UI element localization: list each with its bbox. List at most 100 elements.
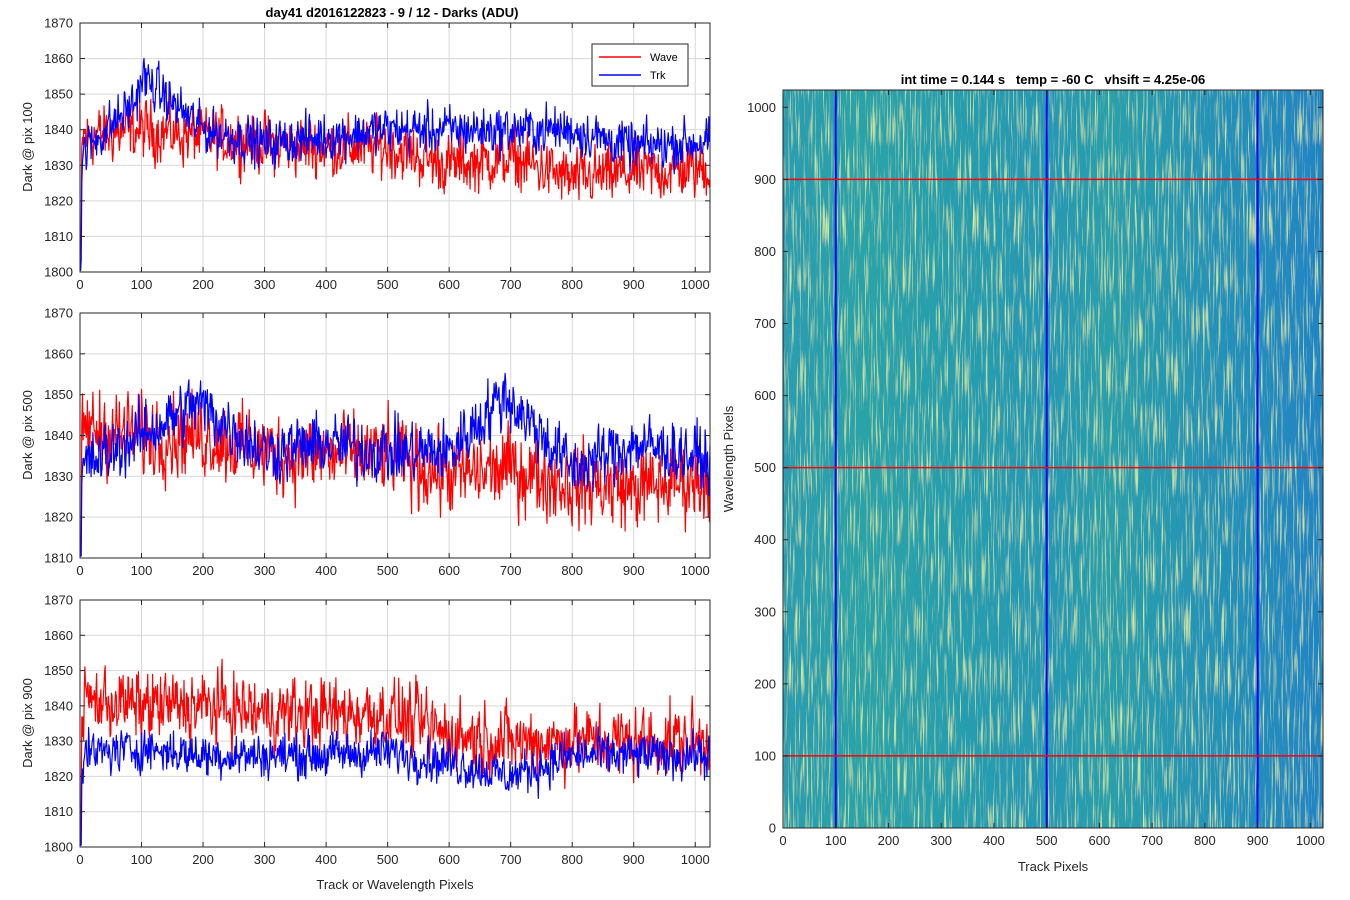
tick-marks [79,22,710,273]
x-tick-label: 900 [1247,833,1269,848]
y-tick-label: 1820 [44,769,73,784]
x-tick-label: 900 [623,563,645,578]
x-tick-label: 200 [192,563,214,578]
y-tick-label: 1860 [44,628,73,643]
legend-label-trk: Trk [650,70,666,82]
x-tick-label: 500 [1036,833,1058,848]
x-tick-label: 900 [623,852,645,867]
y-axis-label: Dark @ pix 900 [20,678,35,768]
y-tick-label: 1870 [44,593,73,608]
x-tick-label: 600 [438,852,460,867]
x-tick-label: 400 [983,833,1005,848]
legend: Wave Trk [591,43,689,87]
x-tick-label: 100 [131,277,153,292]
tick-labels: 0 100 200 300 400 500 600 700 800 900 1000 0 100 200 3… [747,100,1325,848]
y-tick-label: 1840 [44,698,73,713]
y-tick-label: 1860 [44,346,73,361]
y-tick-label: 1860 [44,51,73,66]
x-tick-label: 600 [438,563,460,578]
y-tick-label: 500 [754,460,776,475]
series-line-wave [79,91,711,271]
x-tick-label: 100 [131,563,153,578]
x-tick-label: 1000 [681,277,710,292]
x-tick-label: 1000 [1296,833,1325,848]
x-tick-label: 700 [500,852,522,867]
y-tick-label: 1000 [747,100,776,115]
x-tick-label: 300 [254,277,276,292]
x-tick-label: 300 [930,833,952,848]
y-tick-label: 400 [754,532,776,547]
x-tick-label: 0 [76,852,83,867]
axes-box [79,599,711,848]
x-tick-label: 600 [438,277,460,292]
y-tick-label: 1850 [44,663,73,678]
y-tick-label: 1830 [44,469,73,484]
series-lines [79,658,711,846]
x-tick-label: 0 [779,833,786,848]
x-tick-label: 800 [561,563,583,578]
y-tick-label: 1840 [44,428,73,443]
series-line-wave [79,658,711,846]
y-tick-label: 300 [754,604,776,619]
x-tick-label: 500 [377,277,399,292]
series-line-trk [79,57,711,271]
y-tick-label: 1870 [44,16,73,31]
y-tick-label: 1850 [44,387,73,402]
y-tick-label: 100 [754,748,776,763]
tick-marks [79,312,710,559]
x-tick-label: 1000 [681,563,710,578]
y-tick-label: 1840 [44,122,73,137]
y-tick-label: 1800 [44,840,73,855]
x-tick-label: 200 [192,277,214,292]
y-tick-label: 600 [754,388,776,403]
x-axis-label: Track or Wavelength Pixels [316,877,474,892]
marker-lines [783,90,1323,828]
x-tick-label: 300 [254,852,276,867]
x-tick-label: 900 [623,277,645,292]
series-line-trk [79,372,711,557]
x-tick-label: 200 [878,833,900,848]
x-tick-label: 200 [192,852,214,867]
x-tick-label: 400 [315,852,337,867]
x-tick-label: 400 [315,277,337,292]
y-tick-label: 1830 [44,158,73,173]
y-tick-label: 200 [754,676,776,691]
y-tick-label: 1820 [44,510,73,525]
series-lines [79,57,711,271]
x-tick-label: 400 [315,563,337,578]
tick-labels: 0 100 200 300 400 500 600 700 800 900 1000 1810 1820… [44,306,710,579]
panel-dark-pix-100: 0 100 200 300 400 500 600 700 800 900 1000 1800 1810… [20,5,711,293]
panel-dark-image: 0 100 200 300 400 500 600 700 800 900 1000 0 100 200 3… [721,72,1325,874]
tick-marks [782,90,1323,829]
y-axis-label: Dark @ pix 100 [20,102,35,192]
y-tick-label: 1800 [44,265,73,280]
y-tick-label: 0 [769,821,776,836]
x-tick-label: 700 [1141,833,1163,848]
x-axis-label: Track Pixels [1018,859,1089,874]
chart-title: int time = 0.144 s temp = -60 C vhsift =… [901,72,1206,87]
x-tick-label: 100 [131,852,153,867]
y-tick-label: 1810 [44,804,73,819]
x-tick-label: 1000 [681,852,710,867]
y-tick-label: 1850 [44,87,73,102]
x-tick-label: 0 [76,563,83,578]
y-tick-label: 1830 [44,734,73,749]
x-tick-label: 0 [76,277,83,292]
series-line-trk [79,726,711,846]
y-tick-label: 1870 [44,306,73,321]
y-tick-label: 800 [754,244,776,259]
x-tick-label: 700 [500,563,522,578]
panel-dark-pix-900: 0 100 200 300 400 500 600 700 800 900 1000 1800 1810… [20,593,711,892]
chart-title: day41 d2016122823 - 9 / 12 - Darks (ADU) [266,5,519,20]
x-tick-label: 500 [377,852,399,867]
tick-labels: 0 100 200 300 400 500 600 700 800 900 1000 1800 1810… [44,16,710,293]
x-tick-label: 100 [825,833,847,848]
y-tick-label: 700 [754,316,776,331]
x-tick-label: 700 [500,277,522,292]
x-tick-label: 300 [254,563,276,578]
legend-box [591,43,689,87]
y-tick-label: 1810 [44,551,73,566]
x-tick-label: 500 [377,563,399,578]
y-axis-label: Wavelength Pixels [721,405,736,512]
